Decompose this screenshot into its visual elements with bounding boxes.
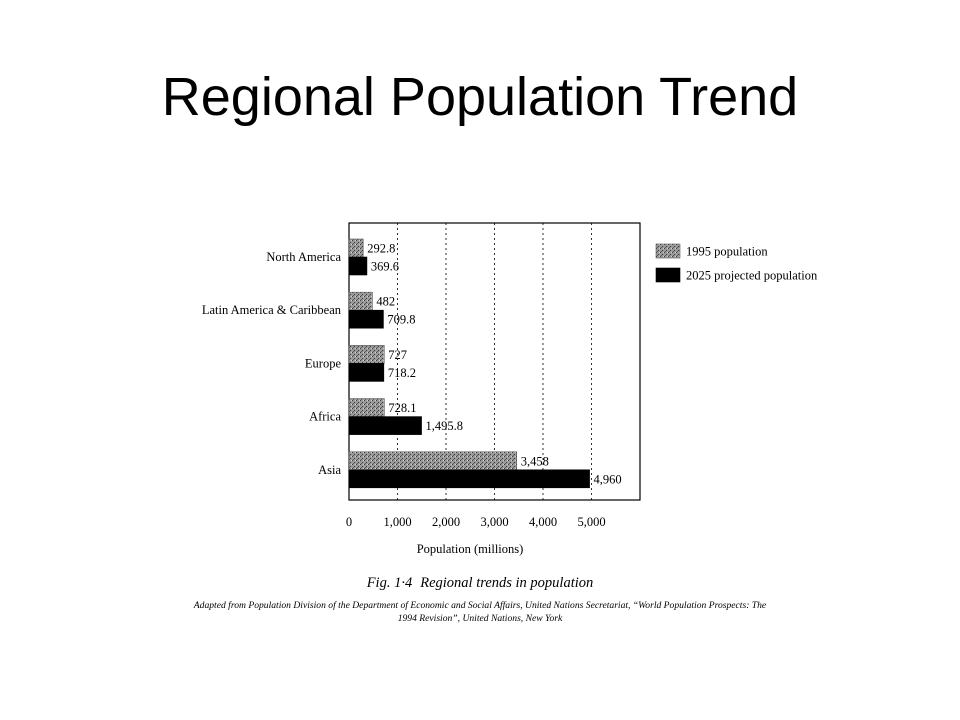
bar-1995	[348, 238, 364, 258]
data-label-2025: 4,960	[594, 472, 622, 486]
figure-caption-text: Regional trends in population	[420, 575, 594, 591]
bar-2025	[348, 309, 384, 329]
legend-label-1995: 1995 population	[686, 245, 768, 259]
bar-1995	[348, 291, 373, 311]
bar-2025	[348, 363, 385, 382]
slide-title: Regional Population Trend	[161, 67, 799, 127]
data-label-1995: 727	[388, 348, 407, 362]
data-label-1995: 728.1	[388, 401, 416, 415]
x-tick-label: 3,000	[480, 515, 508, 529]
bar-1995	[348, 398, 385, 417]
legend-label-2025: 2025 projected population	[686, 269, 818, 283]
x-tick-label: 2,000	[432, 515, 460, 529]
data-label-2025: 369.6	[371, 260, 399, 274]
bar-2025	[348, 416, 422, 435]
x-tick-label: 0	[346, 515, 352, 529]
bar-2025	[348, 469, 590, 489]
category-label: Africa	[309, 410, 341, 424]
data-label-2025: 1,495.8	[426, 419, 464, 433]
data-label-1995: 292.8	[367, 242, 395, 256]
category-label: North America	[266, 250, 341, 264]
legend-swatch-1995	[655, 243, 681, 259]
category-label: Asia	[318, 463, 341, 477]
data-label-2025: 718.2	[388, 366, 416, 380]
category-label: Europe	[305, 356, 342, 370]
category-label: Latin America & Caribbean	[202, 303, 342, 317]
data-label-1995: 3,458	[521, 454, 549, 468]
legend-swatch-2025	[655, 267, 681, 283]
x-tick-label: 1,000	[383, 515, 411, 529]
figure-caption: Fig. 1·4 Regional trends in population	[0, 575, 960, 592]
chart-legend: 1995 population 2025 projected population	[655, 243, 818, 283]
x-tick-label: 4,000	[529, 515, 557, 529]
bar-1995	[348, 345, 385, 364]
figure-source-note: Adapted from Population Division of the …	[193, 600, 767, 624]
x-tick-label: 5,000	[577, 515, 605, 529]
bar-2025	[348, 256, 368, 276]
figure-number: Fig. 1·4	[366, 575, 413, 591]
x-axis-label: Population (millions)	[417, 542, 524, 556]
data-label-2025: 709.8	[387, 313, 415, 327]
data-label-1995: 482	[376, 295, 395, 309]
bar-1995	[348, 451, 518, 471]
